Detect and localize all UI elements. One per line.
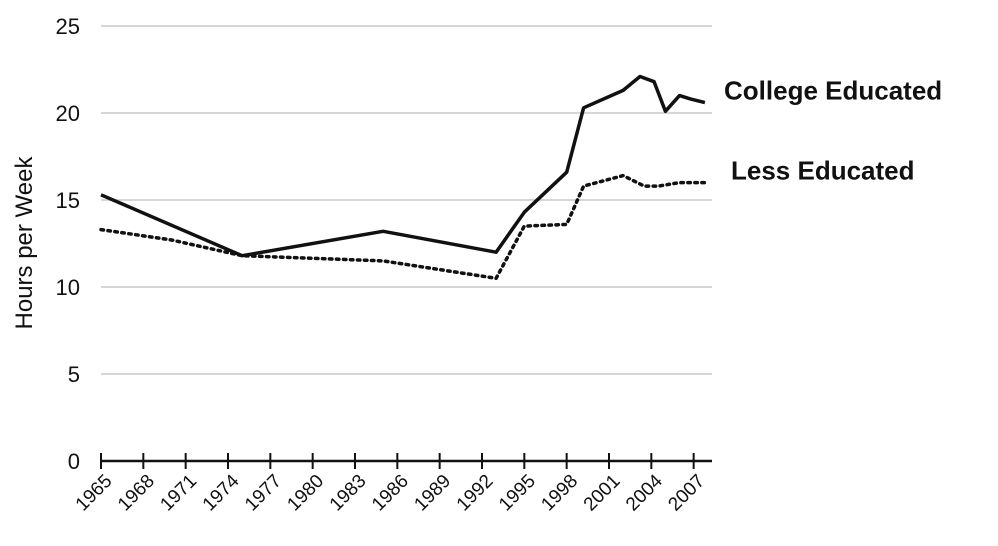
series-lines — [99, 74, 707, 281]
series-labels: College Educated Less Educated — [724, 76, 942, 186]
x-tick-label: 1980 — [283, 471, 328, 516]
x-tick-label: 2007 — [664, 471, 709, 516]
x-tick-label: 2004 — [622, 470, 667, 515]
x-axis-ticks: 1965196819711974197719801983198619891992… — [72, 470, 709, 515]
x-tick-label: 1968 — [114, 471, 159, 516]
y-tick-label: 10 — [56, 275, 80, 300]
y-tick-label: 25 — [56, 14, 80, 39]
series-line-less-educated — [99, 173, 707, 281]
x-tick-label: 1992 — [453, 471, 498, 516]
y-axis-ticks: 0 5 10 15 20 25 — [56, 14, 80, 474]
series-line-college-educated — [100, 74, 706, 258]
x-tick-label: 2001 — [580, 471, 625, 516]
y-tick-label: 5 — [68, 362, 80, 387]
gridlines — [101, 25, 712, 375]
x-tick-label: 1995 — [495, 471, 540, 516]
series-label-less-educated: Less Educated — [731, 156, 915, 186]
x-tick-label: 1983 — [326, 471, 371, 516]
x-tick-label: 1986 — [368, 471, 413, 516]
y-tick-label: 0 — [68, 449, 80, 474]
x-tick-label: 1977 — [241, 471, 286, 516]
series-label-college-educated: College Educated — [724, 76, 942, 106]
x-tick-label: 1989 — [410, 471, 455, 516]
x-tick-label: 1971 — [156, 471, 201, 516]
y-tick-label: 20 — [56, 101, 80, 126]
y-axis-label: Hours per Week — [11, 156, 38, 330]
x-tick-label: 1965 — [72, 471, 117, 516]
x-tick-label: 1974 — [199, 470, 244, 515]
x-axis — [100, 453, 712, 469]
x-tick-label: 1998 — [537, 471, 582, 516]
y-tick-label: 15 — [56, 188, 80, 213]
